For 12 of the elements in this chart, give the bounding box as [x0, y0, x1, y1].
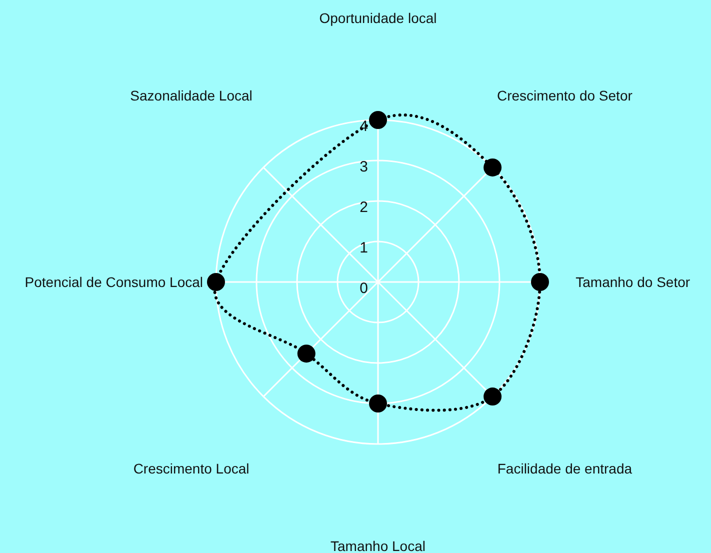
y-tick-label: 3 — [360, 158, 368, 176]
y-tick-label: 2 — [360, 199, 368, 216]
y-tick-label: 0 — [360, 280, 368, 297]
spoke-label: Oportunidade local — [319, 10, 437, 26]
spoke-label: Tamanho do Setor — [576, 274, 690, 290]
spoke-label: Potencial de Consumo Local — [24, 274, 204, 290]
spoke-label: Facilidade de entrada — [497, 460, 632, 477]
y-tick-label: 1 — [360, 240, 368, 256]
spoke-label: Crescimento Local — [133, 460, 250, 477]
spoke-label: Crescimento do Setor — [497, 87, 633, 104]
spoke-label: Tamanho Local — [330, 538, 426, 553]
spoke-label: Sazonalidade Local — [130, 87, 252, 104]
